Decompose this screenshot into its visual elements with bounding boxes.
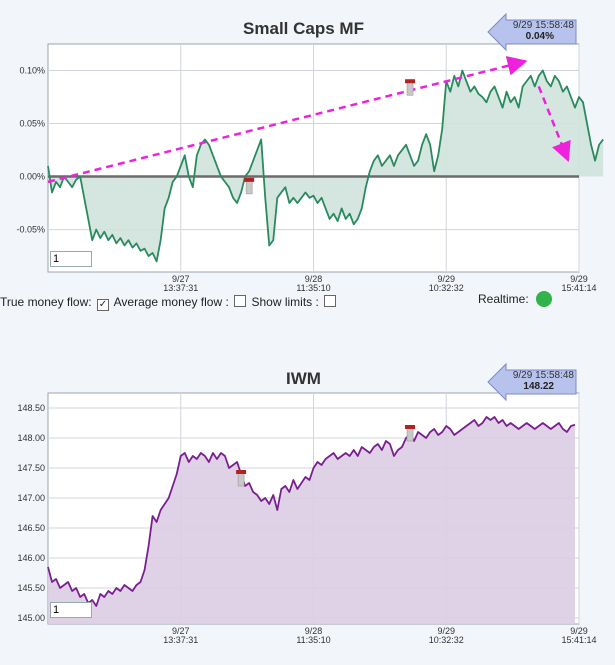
mf-x-tick-time: 15:41:14 [561, 283, 596, 293]
mf-flag-icon [405, 79, 416, 84]
iwm-chart-title: IWM [286, 369, 321, 388]
iwm-x-tick-time: 10:32:32 [429, 635, 464, 645]
iwm-x-tick-date: 9/29 [437, 626, 455, 636]
mf-y-tick-label: -0.05% [16, 225, 45, 235]
iwm-x-tick-time: 13:37:31 [163, 635, 198, 645]
realtime-label: Realtime: [478, 292, 529, 306]
iwm-flag-pole [406, 426, 414, 442]
iwm-x-tick-date: 9/29 [570, 626, 588, 636]
controls-row: True money flow: ✓ Average money flow : … [0, 295, 338, 311]
mf-series-line [47, 69, 604, 263]
mf-chart-title: Small Caps MF [243, 19, 364, 38]
iwm-x-tick-time: 11:35:10 [296, 635, 330, 645]
realtime-control: Realtime: [478, 291, 553, 307]
mf-badge-value: 0.04% [526, 31, 554, 42]
mf-y-tick-label: 0.10% [19, 66, 45, 76]
iwm-flag-icon [405, 425, 416, 429]
mf-x-tick-time: 13:37:31 [163, 283, 198, 293]
mf-scale-input[interactable]: 1 [50, 251, 92, 267]
mf-trend-up-arrow [47, 56, 528, 184]
mf-x-tick-time: 10:32:32 [429, 283, 464, 293]
mf-x-tick-date: 9/28 [305, 274, 323, 284]
mf-x-tick-date: 9/29 [570, 274, 588, 284]
iwm-x-tick-date: 9/28 [305, 626, 323, 636]
average-money-flow-label: Average money flow : [113, 295, 229, 309]
iwm-y-tick-label: 145.50 [17, 583, 45, 593]
iwm-y-tick-label: 148.00 [17, 433, 45, 443]
mf-trend-down-arrow [537, 85, 571, 163]
iwm-y-tick-label: 146.50 [17, 523, 45, 533]
show-limits-label: Show limits : [251, 295, 319, 309]
mf-flag-pole [245, 179, 253, 195]
iwm-badge-timestamp: 9/29 15:58:48 [513, 370, 575, 381]
iwm-flag-icon [236, 470, 247, 474]
iwm-x-tick-date: 9/27 [172, 626, 190, 636]
mf-x-tick-date: 9/29 [437, 274, 455, 284]
mf-x-tick-date: 9/27 [172, 274, 190, 284]
mf-y-tick-label: 0.00% [19, 172, 45, 182]
mf-flag-icon [244, 177, 255, 182]
true-money-flow-label: True money flow: [0, 295, 92, 309]
show-limits-checkbox[interactable] [324, 295, 337, 307]
iwm-series-line [47, 416, 576, 607]
iwm-y-tick-label: 147.50 [17, 463, 45, 473]
mf-series-fill [48, 70, 604, 262]
iwm-value-badge [487, 362, 577, 402]
realtime-status-icon[interactable] [536, 291, 553, 307]
mf-x-tick-time: 11:35:10 [296, 283, 330, 293]
iwm-scale-input[interactable]: 1 [50, 602, 92, 618]
iwm-series-fill [48, 417, 575, 624]
iwm-badge-value: 148.22 [523, 381, 554, 392]
iwm-y-tick-label: 148.50 [17, 403, 45, 413]
iwm-y-tick-label: 145.00 [17, 613, 45, 623]
mf-flag-pole [406, 80, 414, 96]
mf-badge-timestamp: 9/29 15:58:48 [513, 20, 575, 31]
mf-y-tick-label: 0.05% [19, 119, 45, 129]
iwm-y-tick-label: 147.00 [17, 493, 45, 503]
iwm-y-tick-label: 146.00 [17, 553, 45, 563]
iwm-flag-pole [237, 471, 245, 487]
iwm-chart: 148.50 148.00 147.50 147.00 146.50 146.00 145.… [17, 362, 597, 645]
true-money-flow-checkbox[interactable]: ✓ [96, 299, 109, 311]
iwm-x-tick-time: 15:41:14 [561, 635, 596, 645]
average-money-flow-checkbox[interactable] [234, 295, 247, 307]
mf-value-badge [487, 12, 577, 52]
